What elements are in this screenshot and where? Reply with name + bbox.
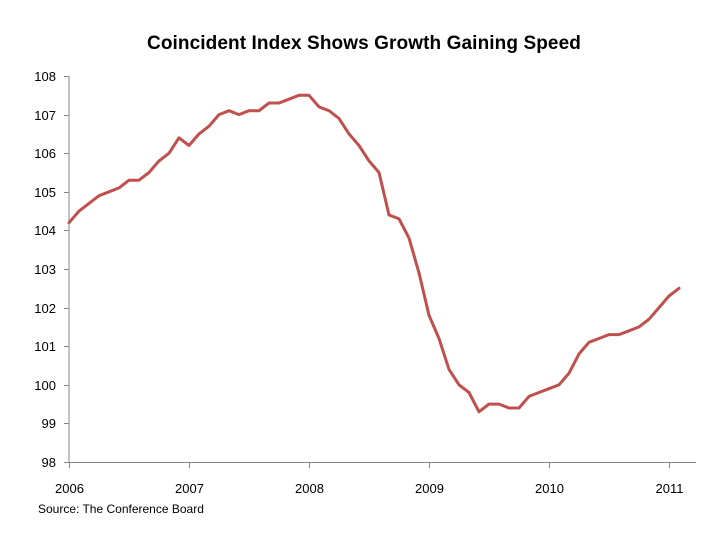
chart-title: Coincident Index Shows Growth Gaining Sp… [147,33,581,54]
x-tick-label: 2011 [656,481,684,496]
y-tick-label: 105 [34,185,56,200]
y-tick-label: 108 [34,69,56,84]
y-tick-label: 102 [34,301,56,316]
source-note: Source: The Conference Board [38,502,204,516]
y-tick-label: 103 [34,262,56,277]
y-tick-label: 107 [34,108,56,123]
y-tick-label: 98 [42,455,56,470]
y-axis: 98 99 100 101 102 103 104 105 106 107 108 [34,69,70,470]
x-tick-label: 2007 [175,481,204,496]
y-tick-label: 100 [34,378,56,393]
y-tick-label: 106 [34,146,56,161]
x-tick-label: 2006 [55,481,84,496]
x-tick-label: 2010 [535,481,564,496]
x-tick-label: 2008 [295,481,324,496]
y-tick-label: 99 [42,416,56,431]
series-layer [67,93,681,414]
y-tick-label: 101 [34,339,56,354]
x-axis: 2006 2007 2008 2009 2010 2011 [55,462,696,496]
y-tick-label: 104 [34,223,56,238]
x-tick-label: 2009 [415,481,444,496]
series-line-coincident-index [67,93,681,414]
